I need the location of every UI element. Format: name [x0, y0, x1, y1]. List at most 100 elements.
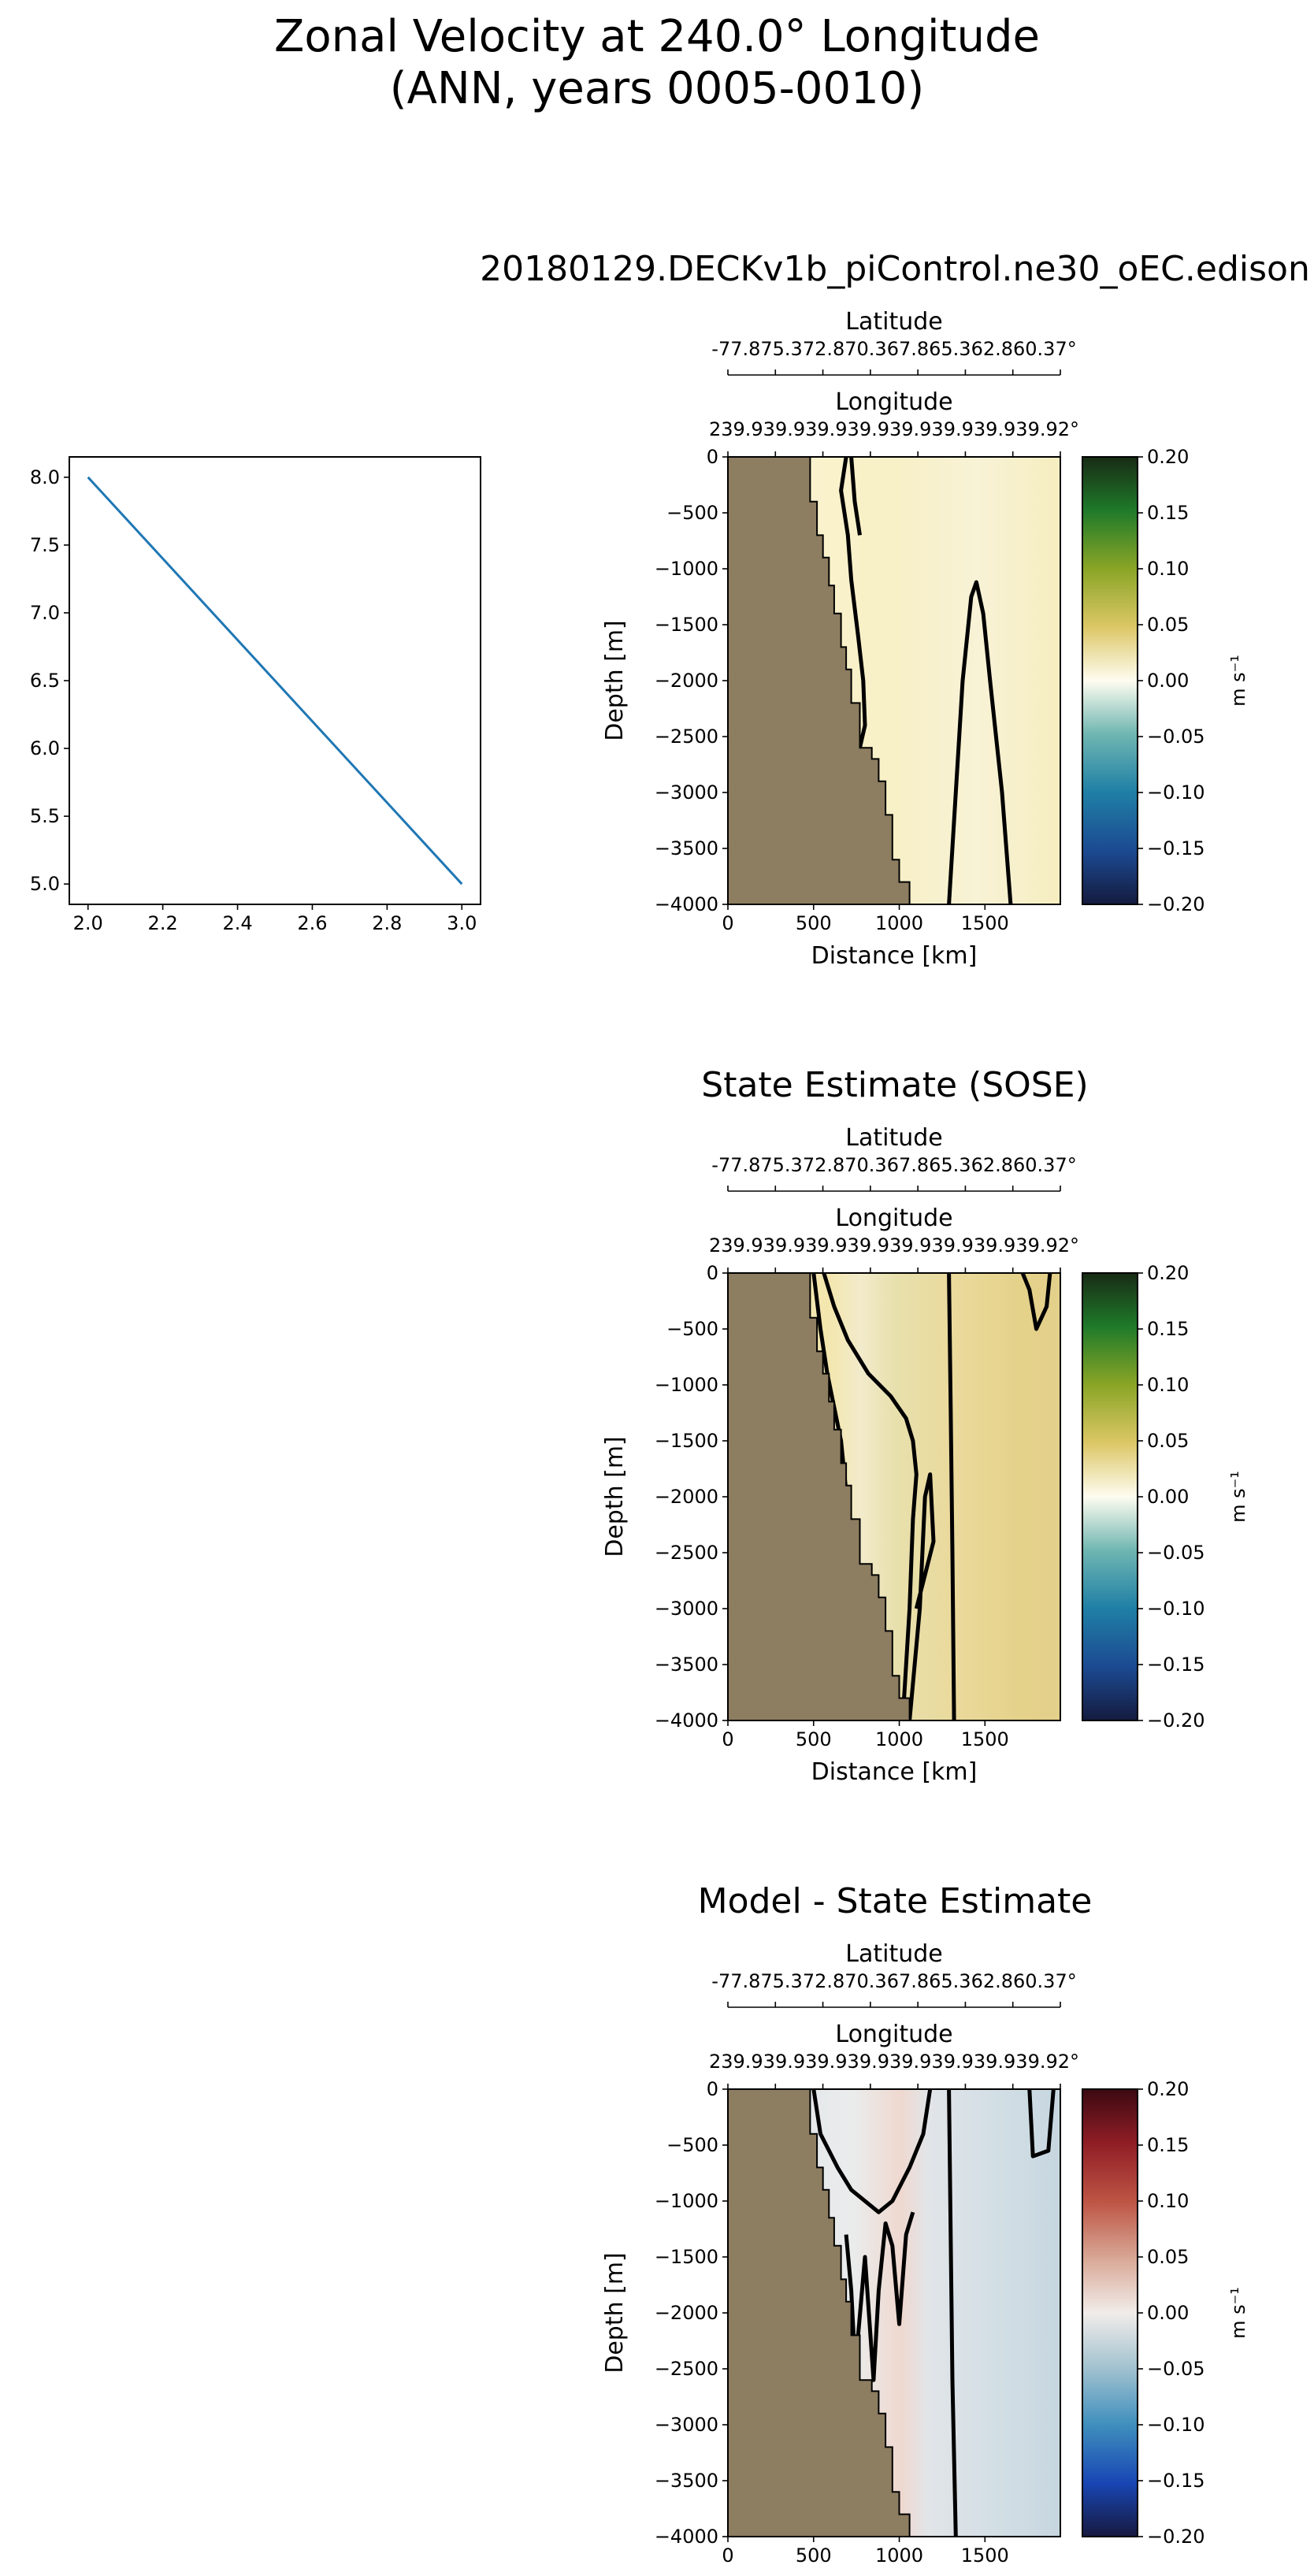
x-tick-label: 3.0 — [447, 912, 477, 934]
x-axis-label: Distance [km] — [811, 1758, 978, 1786]
colorbar-tick-label: −0.15 — [1147, 837, 1205, 859]
section-panel: Model - State Estimate Latitude-77.875.37… — [601, 1881, 1249, 2576]
colorbar-tick-label: −0.10 — [1147, 2414, 1205, 2436]
x-tick-label: 0 — [722, 2544, 733, 2567]
colorbar-tick-label: 0.05 — [1147, 614, 1189, 636]
colorbar-label: m s⁻¹ — [1227, 1471, 1249, 1523]
x-tick-label: 500 — [796, 912, 832, 934]
y-axis-label: Depth [m] — [601, 2252, 629, 2374]
y-tick-label: −2500 — [655, 726, 718, 748]
land-mask — [727, 456, 911, 905]
colorbar-tick-label: 0.20 — [1147, 2078, 1189, 2100]
y-tick-label: 8.0 — [30, 466, 60, 488]
latitude-tick-labels: -77.875.372.870.367.865.362.860.37° — [711, 1970, 1076, 1992]
panel-title: State Estimate (SOSE) — [701, 1065, 1088, 1105]
contour-line — [947, 580, 1013, 904]
colorbar-tick-label: 0.00 — [1147, 670, 1189, 692]
colorbar-tick-label: −0.15 — [1147, 1654, 1205, 1676]
figure-suptitle-line2: (ANN, years 0005-0010) — [389, 63, 925, 114]
y-tick-label: −3500 — [655, 2470, 718, 2492]
contour-line — [811, 2089, 933, 2214]
colorbar-tick-label: −0.05 — [1147, 1542, 1205, 1564]
colorbar-tick-label: 0.00 — [1147, 1486, 1189, 1508]
longitude-axis-label: Longitude — [835, 388, 952, 416]
y-tick-label: −3000 — [655, 1598, 718, 1620]
latitude-axis-label: Latitude — [845, 1124, 942, 1152]
colorbar-tick-label: −0.20 — [1147, 1709, 1205, 1732]
contour-line — [849, 457, 862, 536]
y-tick-label: 0 — [707, 2078, 718, 2100]
y-tick-label: −1500 — [655, 1430, 718, 1452]
y-tick-label: −3000 — [655, 2414, 718, 2436]
y-tick-label: −1000 — [655, 1374, 718, 1396]
x-axis-label: Distance [km] — [811, 2574, 978, 2576]
colorbar-tick-label: −0.05 — [1147, 726, 1205, 748]
y-tick-label: −500 — [666, 1318, 718, 1340]
y-tick-label: −3000 — [655, 781, 718, 804]
colorbar-tick-label: 0.05 — [1147, 2246, 1189, 2268]
colorbar-tick-label: 0.15 — [1147, 502, 1189, 524]
y-tick-label: −4000 — [655, 1709, 718, 1732]
y-tick-label: −1000 — [655, 2190, 718, 2212]
y-tick-label: 0 — [707, 1262, 718, 1284]
contour-line — [947, 1273, 956, 1720]
x-tick-label: 2.6 — [297, 912, 327, 934]
section-panel: State Estimate (SOSE) Latitude-77.875.372… — [601, 1065, 1249, 1786]
colorbar-tick-label: 0.20 — [1147, 1262, 1189, 1284]
y-tick-label: −3500 — [655, 837, 718, 859]
latitude-axis-label: Latitude — [845, 308, 942, 336]
colorbar-tick-label: −0.20 — [1147, 893, 1205, 915]
contour-line — [822, 1273, 919, 1720]
latitude-tick-labels: -77.875.372.870.367.865.362.860.37° — [711, 338, 1076, 360]
y-tick-label: −2000 — [655, 1486, 718, 1508]
x-tick-label: 1000 — [875, 2544, 923, 2567]
y-axis-label: Depth [m] — [601, 1436, 629, 1557]
x-tick-label: 0 — [722, 912, 733, 934]
y-tick-label: 5.5 — [30, 805, 60, 827]
colorbar-tick-label: 0.10 — [1147, 1374, 1189, 1396]
colorbar-tick-label: −0.10 — [1147, 781, 1205, 804]
y-tick-label: 6.0 — [30, 737, 60, 759]
contour-line — [947, 2089, 958, 2537]
y-tick-label: −3500 — [655, 1654, 718, 1676]
colorbar-tick-label: 0.10 — [1147, 558, 1189, 580]
latitude-tick-labels: -77.875.372.870.367.865.362.860.37° — [711, 1154, 1076, 1176]
y-tick-label: −500 — [666, 502, 718, 524]
y-tick-label: −2000 — [655, 670, 718, 692]
zero-contours — [839, 457, 1013, 904]
figure-suptitle-line1: Zonal Velocity at 240.0° Longitude — [274, 11, 1040, 62]
x-tick-label: 2.4 — [222, 912, 252, 934]
contour-line — [908, 1472, 936, 1720]
y-tick-label: −4000 — [655, 2526, 718, 2548]
y-tick-label: 6.5 — [30, 670, 60, 692]
contour-line — [839, 457, 867, 748]
x-tick-label: 1500 — [961, 1728, 1009, 1750]
x-tick-label: 0 — [722, 1728, 733, 1750]
colorbar-tick-label: −0.05 — [1147, 2358, 1205, 2380]
panel-title: 20180129.DECKv1b_piControl.ne30_oEC.edis… — [480, 249, 1310, 289]
line-series — [87, 476, 463, 885]
x-axis-label: Distance [km] — [811, 942, 978, 970]
y-tick-label: −500 — [666, 2134, 718, 2156]
colorbar-tick-label: 0.05 — [1147, 1430, 1189, 1452]
x-tick-label: 2.0 — [73, 912, 103, 934]
y-tick-label: −4000 — [655, 893, 718, 915]
colorbar-tick-label: 0.10 — [1147, 2190, 1189, 2212]
y-tick-label: −1500 — [655, 614, 718, 636]
colorbar-tick-label: −0.15 — [1147, 2470, 1205, 2492]
colorbar-tick-label: −0.10 — [1147, 1598, 1205, 1620]
panel-title: Model - State Estimate — [698, 1881, 1093, 1921]
y-tick-label: −2000 — [655, 2302, 718, 2324]
x-tick-label: 500 — [796, 1728, 832, 1750]
y-tick-label: 0 — [707, 446, 718, 468]
line-chart: 2.0 2.2 2.4 2.6 2.8 3.0 5.0 5.5 6.0 6.5 7.0 7.5 8.0 — [30, 456, 481, 934]
x-tick-label: 2.8 — [372, 912, 402, 934]
x-tick-label: 1000 — [875, 912, 923, 934]
colorbar — [1082, 1272, 1138, 1721]
longitude-tick-labels: 239.939.939.939.939.939.939.939.92° — [709, 1234, 1079, 1256]
y-axis-label: Depth [m] — [601, 620, 629, 741]
land-mask — [727, 1272, 911, 1721]
y-tick-label: −1000 — [655, 558, 718, 580]
x-tick-label: 1000 — [875, 1728, 923, 1750]
